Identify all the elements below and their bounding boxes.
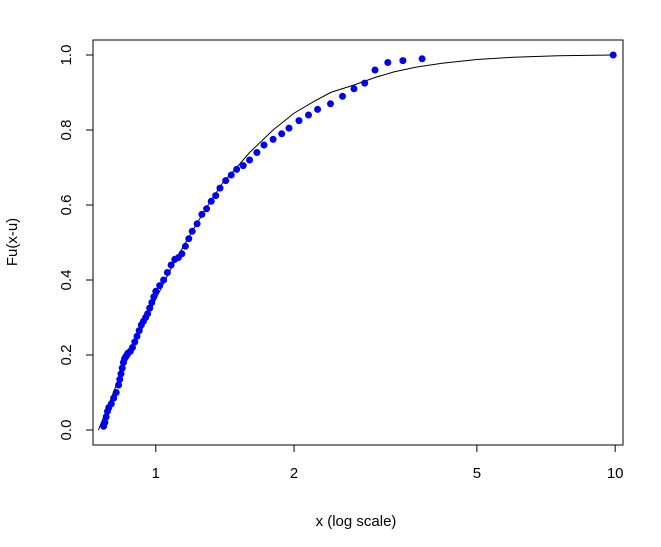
data-point (198, 210, 206, 218)
fitted-curve (97, 54, 614, 431)
y-axis: 0.0 0.2 0.4 0.6 0.8 1.0 (58, 45, 93, 441)
plot-frame (92, 39, 624, 446)
data-points (100, 51, 617, 430)
data-point (314, 105, 322, 113)
data-point (339, 92, 346, 100)
x-axis-label: x (log scale) (316, 513, 397, 530)
y-tick-label: 0.4 (58, 270, 75, 291)
data-point (418, 55, 426, 63)
data-point (167, 261, 175, 269)
y-tick-label: 0.0 (58, 420, 75, 441)
data-point (116, 375, 124, 383)
y-axis-label: Fu(x-u) (4, 218, 21, 266)
data-point (135, 327, 143, 335)
y-tick-label: 0.2 (58, 345, 75, 366)
data-point (115, 381, 123, 389)
data-point (107, 400, 115, 408)
data-point (133, 332, 141, 340)
data-point (150, 293, 158, 301)
data-point (285, 124, 293, 132)
data-point (181, 242, 189, 250)
data-point (278, 130, 286, 138)
data-point (233, 165, 241, 173)
data-point (102, 413, 110, 421)
data-point (327, 100, 334, 108)
data-point (212, 192, 220, 200)
data-point (222, 177, 230, 185)
data-point (193, 220, 201, 228)
data-point (131, 338, 139, 346)
y-tick-label: 1.0 (58, 45, 75, 66)
data-point (399, 57, 407, 65)
data-point (156, 282, 164, 290)
data-point (129, 344, 136, 351)
data-point (178, 250, 186, 258)
data-point (305, 111, 312, 119)
data-point (144, 310, 152, 318)
data-point (269, 135, 277, 143)
data-point (148, 299, 156, 306)
data-point (117, 370, 125, 378)
x-tick-label: 2 (290, 465, 298, 482)
data-point (112, 389, 120, 396)
data-point (203, 205, 211, 213)
x-tick-label: 1 (152, 465, 160, 482)
data-point (384, 59, 392, 66)
data-point (246, 156, 254, 164)
data-point (216, 184, 224, 192)
data-point (146, 304, 154, 312)
x-tick-label: 5 (473, 465, 481, 482)
data-point (260, 141, 268, 149)
data-point (371, 66, 379, 74)
data-point (110, 394, 118, 402)
data-point (239, 162, 247, 170)
data-point (163, 269, 171, 276)
x-axis: 1 2 5 10 (152, 445, 624, 482)
data-point (118, 364, 126, 372)
data-point (101, 419, 109, 426)
data-point (609, 51, 617, 59)
x-tick-label: 10 (607, 465, 624, 482)
data-point (188, 227, 196, 235)
y-tick-label: 0.8 (58, 120, 75, 141)
data-point (227, 171, 235, 179)
data-point (185, 235, 193, 243)
data-point (350, 85, 358, 93)
data-point (253, 149, 261, 156)
data-point (295, 117, 303, 125)
data-point (160, 276, 168, 284)
data-point (361, 79, 369, 87)
y-tick-label: 0.6 (58, 195, 75, 216)
data-point (207, 197, 215, 205)
data-point (152, 287, 160, 295)
